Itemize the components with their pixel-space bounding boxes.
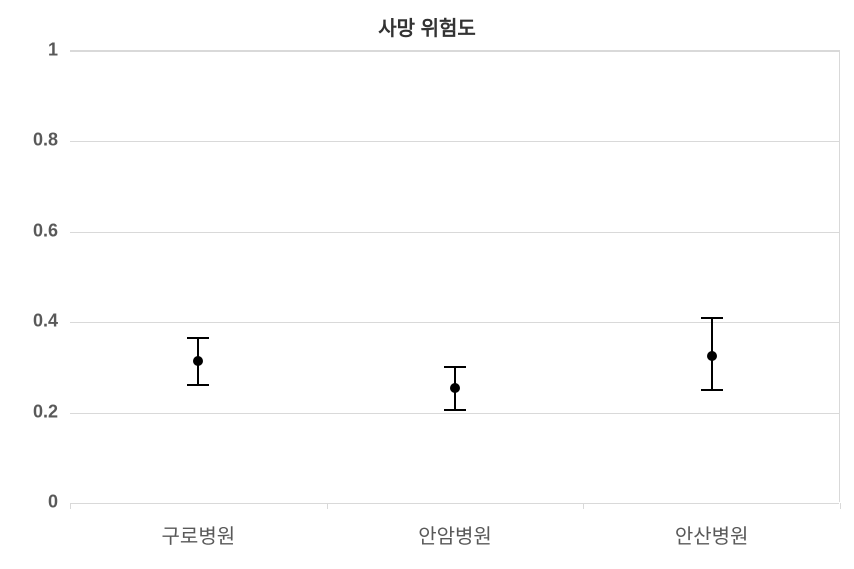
x-tick [583,503,584,509]
data-point [193,356,203,366]
gridline [70,232,839,233]
gridline [70,322,839,323]
y-tick-label: 1 [0,40,58,61]
gridline [70,51,839,52]
gridline [70,141,839,142]
x-tick [840,503,841,509]
y-tick-label: 0 [0,492,58,513]
x-tick-label: 구로병원 [162,520,236,549]
error-bar-cap-bottom [701,389,723,391]
error-bar-cap-top [444,366,466,368]
x-tick-label: 안암병원 [418,520,492,549]
x-tick-label: 안산병원 [675,520,749,549]
gridline [70,413,839,414]
x-baseline [70,503,839,504]
chart-container: 사망 위험도 0 0.2 0.4 0.6 0.8 1 구로병원 안암병원 안산병원 [0,0,854,569]
data-point [707,351,717,361]
y-tick-label: 0.6 [0,220,58,241]
error-bar-cap-top [187,337,209,339]
x-tick [70,503,71,509]
error-bar-cap-bottom [187,384,209,386]
y-tick-label: 0.4 [0,311,58,332]
plot-area [70,50,840,502]
x-tick [327,503,328,509]
error-bar-cap-bottom [444,409,466,411]
chart-title: 사망 위험도 [0,12,854,41]
y-tick-label: 0.8 [0,130,58,151]
data-point [450,383,460,393]
y-tick-label: 0.2 [0,401,58,422]
error-bar-cap-top [701,317,723,319]
